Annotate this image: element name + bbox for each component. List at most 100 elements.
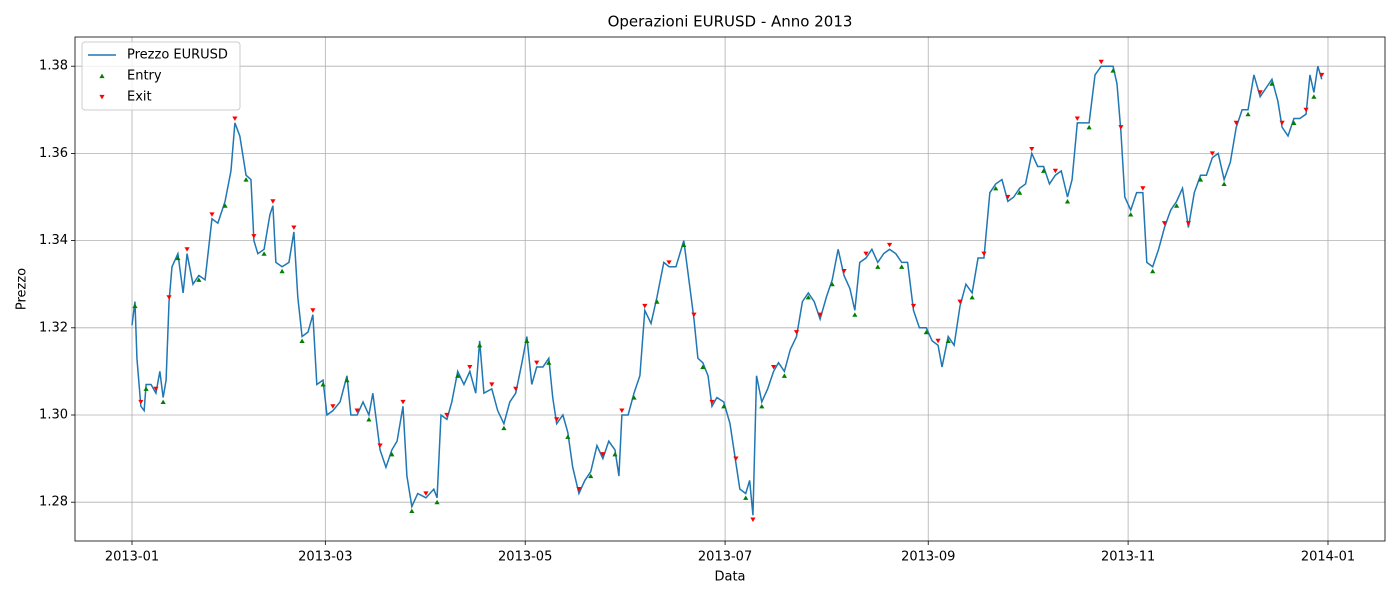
exit-marker <box>400 399 406 405</box>
entry-marker <box>1311 94 1317 99</box>
exit-marker <box>153 386 159 392</box>
exit-marker <box>444 412 450 418</box>
entry-marker <box>759 403 765 409</box>
entry-marker <box>875 264 881 269</box>
entry-marker <box>969 294 975 300</box>
x-axis-label: Data <box>714 570 745 585</box>
entry-marker <box>1269 81 1275 86</box>
y-tick-label: 1.38 <box>39 59 68 74</box>
exit-marker <box>554 417 560 422</box>
exit-marker <box>691 312 697 318</box>
exit-marker <box>750 517 756 522</box>
exit-marker <box>513 386 519 392</box>
entry-marker <box>409 508 415 513</box>
legend: Prezzo EURUSD Entry Exit <box>81 41 241 111</box>
entry-marker <box>1110 68 1116 73</box>
exit-marker <box>709 399 715 405</box>
entry-marker <box>261 251 267 256</box>
exit-marker <box>232 116 238 121</box>
y-tick-label: 1.36 <box>39 146 68 161</box>
entry-marker <box>1150 268 1156 274</box>
exit-marker <box>863 251 869 257</box>
exit-marker <box>1005 194 1011 200</box>
exit-marker <box>251 234 257 239</box>
legend-label: Exit <box>127 90 152 105</box>
entry-marker <box>1245 111 1251 117</box>
exit-marker <box>1279 120 1285 126</box>
entry-marker <box>344 377 350 383</box>
entry-marker <box>565 434 571 439</box>
price-line <box>131 65 1323 516</box>
exit-marker <box>1052 168 1058 174</box>
y-tick-label: 1.32 <box>39 320 68 335</box>
entry-marker <box>143 386 149 391</box>
exit-marker <box>957 299 963 304</box>
exit-marker <box>981 251 987 257</box>
x-tick-label: 2013-01 <box>105 550 159 565</box>
x-tick-label: 2013-03 <box>298 550 352 565</box>
entry-marker <box>299 338 305 343</box>
exit-marker <box>184 247 190 252</box>
exit-marker <box>1161 221 1168 226</box>
exit-marker <box>1074 116 1080 121</box>
entry-marker <box>501 425 507 431</box>
exit-marker <box>489 382 495 387</box>
entry-marker <box>1017 190 1023 195</box>
exit-marker <box>841 269 847 274</box>
exit-marker <box>209 212 215 217</box>
exit-marker <box>1118 125 1124 130</box>
entry-marker <box>852 312 858 317</box>
legend-swatch <box>99 73 105 79</box>
exit-marker <box>935 338 941 344</box>
entry-marker <box>279 268 285 274</box>
entry-marker <box>654 299 660 304</box>
entry-marker <box>1128 212 1134 217</box>
entry-marker <box>524 338 530 343</box>
exit-marker <box>1098 59 1104 65</box>
exit-marker <box>1257 90 1263 95</box>
exit-marker <box>817 312 823 318</box>
chart-title: Operazioni EURUSD - Anno 2013 <box>608 13 853 31</box>
legend-swatch <box>99 94 105 100</box>
entry-marker <box>243 177 249 182</box>
exit-marker <box>600 452 606 457</box>
entry-marker <box>546 360 552 365</box>
entry-marker <box>588 473 594 479</box>
entry-marker <box>829 281 835 287</box>
entry-marker <box>721 403 727 409</box>
exit-marker <box>642 303 648 309</box>
exit-marker <box>291 225 297 230</box>
entry-marker <box>132 303 138 309</box>
exit-marker <box>467 364 473 370</box>
exit-marker <box>1140 186 1146 191</box>
exit-marker <box>886 242 893 248</box>
x-tick-label: 2013-05 <box>498 550 552 565</box>
entry-marker <box>781 373 787 378</box>
entry-marker <box>434 499 440 505</box>
legend-label: Prezzo EURUSD <box>127 48 228 63</box>
exit-marker <box>910 303 917 309</box>
entry-marker <box>1197 177 1204 182</box>
entry-marker <box>993 185 999 191</box>
exit-marker <box>1319 72 1325 78</box>
exit-marker <box>1209 151 1215 156</box>
exit-marker <box>619 408 625 413</box>
entry-marker <box>899 264 905 269</box>
exit-marker <box>576 487 582 492</box>
exit-marker <box>138 399 144 405</box>
exit-marker <box>377 443 383 448</box>
entry-marker <box>681 242 687 248</box>
entry-marker <box>455 373 461 378</box>
legend-box <box>81 41 241 111</box>
entry-marker <box>160 399 166 405</box>
entry-marker <box>175 255 181 261</box>
entry-marker <box>320 382 326 387</box>
exit-marker <box>1185 221 1192 226</box>
plot-frame <box>74 36 1386 542</box>
exit-marker <box>770 364 777 370</box>
exit-marker <box>310 308 316 313</box>
x-tick-label: 2013-11 <box>1101 550 1155 565</box>
exit-marker <box>166 295 172 300</box>
entry-marker <box>196 277 202 282</box>
